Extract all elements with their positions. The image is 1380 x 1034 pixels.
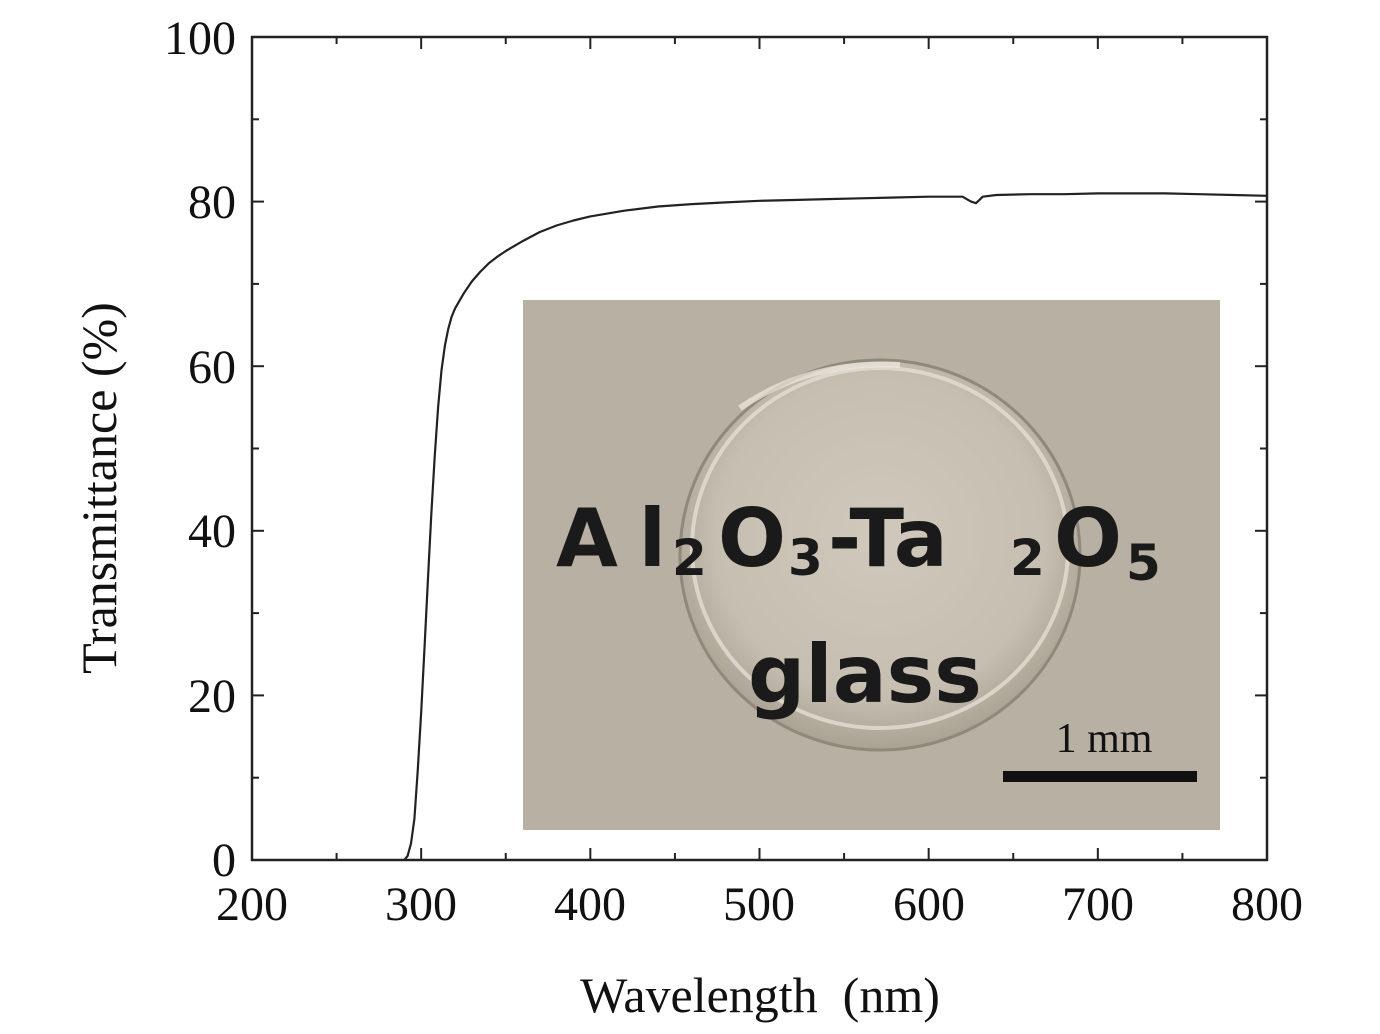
glass-disk	[678, 358, 1082, 752]
axis-ticks	[251, 36, 1268, 861]
inset-text-sub-5: 5	[1126, 534, 1161, 592]
inset-text-sub-2a: 2	[672, 529, 707, 587]
y-tick-label: 0	[212, 834, 236, 887]
x-axis-label: Wavelength (nm)	[580, 967, 940, 1023]
x-tick-label: 500	[723, 878, 795, 931]
y-tick-labels: 0 20 40 60 80 100	[164, 12, 236, 887]
y-axis-label: Transmittance (%)	[71, 302, 127, 674]
glass-disk-glare	[738, 361, 901, 411]
x-tick-label: 400	[554, 878, 626, 931]
inset-text-sub-3: 3	[788, 529, 823, 587]
x-tick-label: 700	[1062, 878, 1134, 931]
glass-disk-rim-highlight	[690, 366, 1070, 730]
inset-text-ta: -Ta	[828, 492, 948, 585]
inset-text-al: Al	[556, 492, 666, 585]
inset-text-o-2: O	[1054, 492, 1122, 585]
transmittance-line	[403, 192, 1268, 861]
x-tick-label: 200	[216, 878, 288, 931]
scale-bar	[1003, 771, 1197, 782]
y-tick-label: 20	[188, 670, 236, 723]
scale-bar-label: 1 mm	[1056, 716, 1153, 762]
y-tick-label: 100	[164, 12, 236, 65]
x-tick-label: 300	[385, 878, 457, 931]
inset-photo: Al 2 O 3 -Ta 2 O 5 glass 1 mm	[523, 300, 1220, 830]
y-tick-label: 60	[188, 341, 236, 394]
x-tick-label: 800	[1231, 878, 1303, 931]
inset-text-glass: glass	[748, 628, 982, 721]
x-tick-label: 600	[893, 878, 965, 931]
x-tick-labels: 200 300 400 500 600 700 800	[216, 878, 1303, 931]
y-tick-label: 80	[188, 176, 236, 229]
y-tick-label: 40	[188, 505, 236, 558]
inset-text-o-1: O	[718, 492, 786, 585]
inset-text-sub-2b: 2	[1010, 529, 1045, 587]
inset-sample-label: Al 2 O 3 -Ta 2 O 5 glass	[556, 492, 1161, 721]
